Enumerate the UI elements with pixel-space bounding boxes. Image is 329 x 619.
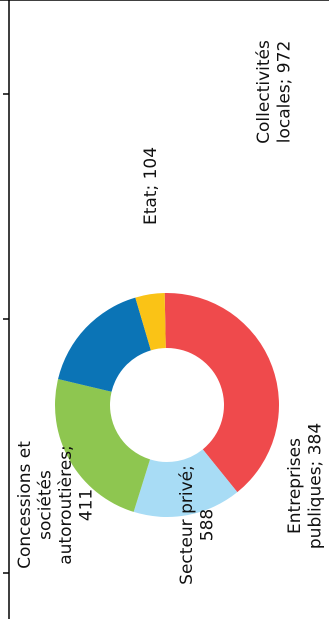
label-line: locales; 972 bbox=[275, 41, 295, 144]
slice-collectivites bbox=[164, 293, 280, 493]
label-line: Collectivités bbox=[254, 40, 274, 144]
label-line: autoroutières; bbox=[56, 445, 76, 565]
label-line: 588 bbox=[198, 509, 218, 541]
label-concessions: Concessions et sociétés autoroutières; 411 bbox=[15, 441, 97, 569]
slice-concessions bbox=[58, 297, 151, 392]
label-etat: Etat; 104 bbox=[141, 147, 161, 225]
label-line: 411 bbox=[77, 489, 97, 521]
label-line: sociétés bbox=[36, 470, 56, 540]
slice-secteur-prive bbox=[55, 379, 151, 512]
slice-labels: Collectivités locales; 972 Entreprises publ… bbox=[15, 40, 326, 585]
label-secteur-prive: Secteur privé; 588 bbox=[177, 465, 218, 585]
label-line: Etat; 104 bbox=[141, 147, 161, 225]
label-line: Concessions et bbox=[15, 441, 35, 569]
label-entreprises: Entreprises publiques; 384 bbox=[285, 423, 326, 549]
slice-etat bbox=[135, 293, 166, 351]
label-line: Entreprises bbox=[285, 438, 305, 534]
label-line: publiques; 384 bbox=[306, 423, 326, 549]
donut-slices bbox=[55, 293, 280, 518]
slice-entreprises bbox=[133, 449, 238, 518]
label-line: Secteur privé; bbox=[177, 465, 197, 585]
label-collectivites: Collectivités locales; 972 bbox=[254, 40, 295, 144]
